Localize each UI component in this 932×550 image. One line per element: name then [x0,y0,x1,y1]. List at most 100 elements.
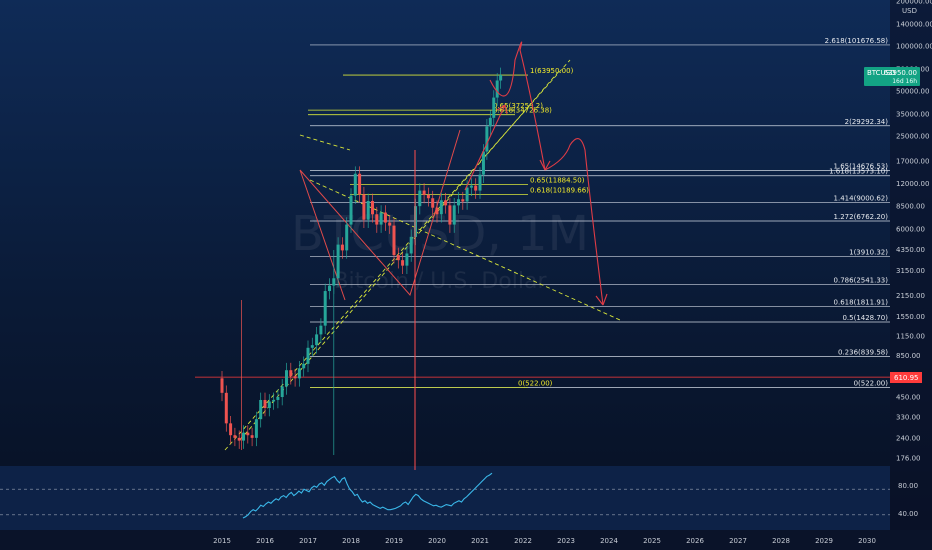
candle-body-34 [362,194,366,220]
bar-countdown: 16d 16h [892,78,917,85]
fib-level-label-1: 2(29292.34) [845,118,889,126]
candle-body-63 [485,126,489,152]
price-tick-11: 4350.00 [896,246,925,254]
time-tick-7: 2022 [514,537,532,545]
trend-line-1 [239,69,561,441]
time-tick-1: 2016 [256,537,274,545]
candle-body-21 [306,347,310,364]
price-tick-12: 3150.00 [896,267,925,275]
rsi-pane-background [0,466,890,530]
candle-body-12 [267,401,271,409]
price-tick-5: 35000.00 [896,111,929,119]
candle-body-42 [396,255,400,261]
projection-arrows [464,41,608,306]
fib-level-label-7: 0.786(2541.33) [834,277,889,285]
candle-body-51 [435,207,439,215]
candle-body-45 [409,236,413,254]
price-tick-19: 330.00 [896,414,921,422]
marker-price-tag: 610.95 [890,372,922,383]
arrow-path-top [489,41,546,171]
candle-body-43 [401,260,405,266]
price-tick-7: 17000.00 [896,158,929,166]
fib-mid-label-1: 0.65(37259.2) [493,102,543,110]
price-tick-15: 1150.00 [896,333,925,341]
time-tick-2: 2017 [299,537,317,545]
price-tick-20: 240.00 [896,434,921,442]
candle-body-28 [336,244,340,279]
candle-body-44 [405,253,409,266]
fib-level-label-2: 1.65(14676.53) [834,163,889,171]
price-tick-9: 8500.00 [896,203,925,211]
price-tick-2: 100000.00 [896,43,932,51]
time-axis-background [0,530,932,550]
fib-level-label-6: 1(3910.32) [849,249,888,257]
fib-mid-label-2: 0.618(34726.38) [493,107,552,115]
fib-level-label-0: 2.618(101676.58) [825,37,889,45]
price-tick-14: 1550.00 [896,313,925,321]
rsi-tick-0: 80.00 [898,482,918,490]
candle-body-39 [383,212,387,223]
price-tick-1: 140000.00 [896,21,932,29]
candle-body-47 [418,190,422,207]
marker-price-tag-bg [890,372,922,383]
candle-body-19 [297,368,301,379]
candle-body-33 [358,173,362,195]
candle-body-1 [220,378,224,393]
candle-body-3 [229,423,233,436]
price-tick-6: 25000.00 [896,133,929,141]
candle-body-40 [388,222,392,226]
trend-line-3 [299,134,351,151]
price-tick-13: 2150.00 [896,292,925,300]
currency-label: USD [902,7,917,15]
candle-body-38 [379,212,383,225]
candle-body-17 [289,370,293,377]
candle-body-2 [224,392,228,424]
candle-body-35 [366,200,370,220]
fib-level-label-4: 1.414(9000.62) [834,194,889,202]
fib-mid-label-0: 1(63950.00) [530,67,574,75]
candle-body-24 [319,325,323,335]
candle-body-41 [392,225,396,256]
candle-body-48 [422,190,426,195]
last-price-symbol: BTCUSD [867,69,896,77]
arrow-path-down [544,138,604,306]
time-tick-4: 2019 [385,537,403,545]
fib-level-label-9: 0.5(1428.70) [842,314,888,322]
fib-level-label-8: 0.618(1811.91) [834,299,889,307]
fib-level-label-11: 0(522.00) [854,379,889,387]
fib-mid-label-4: 0.618(10189.66) [530,186,589,194]
fib-level-label-5: 1.272(6762.20) [834,213,889,221]
time-tick-10: 2025 [643,537,661,545]
candle-body-6 [242,432,245,441]
candle-body-10 [259,399,263,420]
candle-body-16 [285,370,288,387]
fibonacci-levels: 2.618(101676.58) 2(29292.34) 1.65(14676.53… [195,37,890,388]
candle-body-32 [353,173,357,196]
candle-body-22 [310,345,314,348]
time-tick-8: 2023 [557,537,575,545]
last-price-tag: BTCUSD 63950.00 16d 16h [864,67,920,86]
candle-body-7 [246,432,250,436]
candle-body-20 [302,363,306,369]
candle-body-31 [349,195,353,225]
price-tick-21: 176.00 [896,455,921,463]
candle-body-25 [323,291,327,326]
time-tick-14: 2029 [815,537,833,545]
trend-line-2 [309,179,621,321]
time-tick-0: 2015 [213,537,231,545]
watermark-description: Bitcoin / U.S. Dollar [333,269,547,294]
watermark-symbol: BTCUSD, 1M [291,206,589,262]
fib-level-label-3: 1.618(13573.10) [829,168,888,176]
price-tick-10: 6000.00 [896,225,925,233]
candle-body-59 [469,185,473,188]
fib-mid-label-3: 0.65(11884.50) [530,176,585,184]
time-axis[interactable]: 2015 2016 2017 2018 2019 2020 2021 2022 2023 2024… [213,537,876,545]
fib-level-label-10: 0.236(839.58) [838,349,888,357]
candle-body-60 [474,185,478,191]
candle-body-52 [439,200,443,215]
candle-body-36 [371,200,374,215]
candle-body-56 [457,199,460,206]
candle-body-8 [250,435,254,438]
